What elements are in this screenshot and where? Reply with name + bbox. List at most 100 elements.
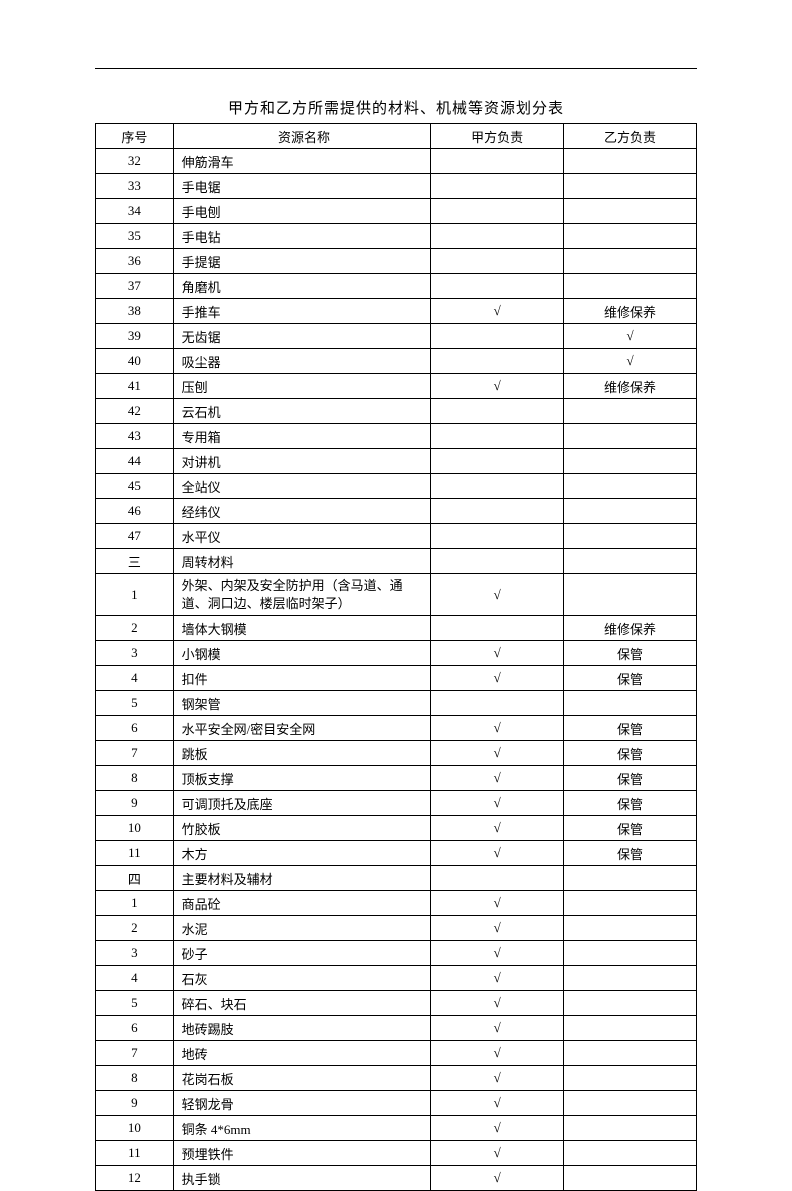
table-row: 32伸筋滑车 (96, 149, 697, 174)
cell-name: 石灰 (173, 966, 431, 991)
cell-seq: 33 (96, 174, 174, 199)
cell-name: 周转材料 (173, 549, 431, 574)
cell-party-a (431, 199, 564, 224)
top-rule (95, 68, 697, 69)
cell-party-a: √ (431, 966, 564, 991)
cell-party-b: 保管 (564, 766, 697, 791)
cell-party-b: 保管 (564, 641, 697, 666)
cell-seq: 44 (96, 449, 174, 474)
cell-seq: 1 (96, 891, 174, 916)
cell-name: 木方 (173, 841, 431, 866)
cell-party-a (431, 524, 564, 549)
cell-party-a (431, 474, 564, 499)
cell-party-a (431, 499, 564, 524)
cell-name: 扣件 (173, 666, 431, 691)
cell-party-b (564, 966, 697, 991)
header-party-b: 乙方负责 (564, 124, 697, 149)
cell-party-b (564, 449, 697, 474)
cell-seq: 5 (96, 691, 174, 716)
cell-party-a (431, 174, 564, 199)
cell-party-a (431, 424, 564, 449)
cell-party-a: √ (431, 1016, 564, 1041)
table-row: 6水平安全网/密目安全网√保管 (96, 716, 697, 741)
table-row: 1商品砼√ (96, 891, 697, 916)
cell-seq: 8 (96, 1066, 174, 1091)
cell-name: 角磨机 (173, 274, 431, 299)
cell-party-a (431, 866, 564, 891)
cell-name: 云石机 (173, 399, 431, 424)
cell-name: 墙体大钢模 (173, 616, 431, 641)
cell-party-a (431, 549, 564, 574)
table-row: 33手电锯 (96, 174, 697, 199)
cell-party-a (431, 274, 564, 299)
cell-name: 地砖 (173, 1041, 431, 1066)
cell-party-b: 保管 (564, 841, 697, 866)
table-row: 7跳板√保管 (96, 741, 697, 766)
cell-party-b (564, 991, 697, 1016)
cell-seq: 7 (96, 741, 174, 766)
cell-party-b (564, 1016, 697, 1041)
cell-seq: 8 (96, 766, 174, 791)
cell-party-a (431, 399, 564, 424)
cell-seq: 2 (96, 916, 174, 941)
cell-party-a: √ (431, 1166, 564, 1191)
cell-party-b (564, 274, 697, 299)
cell-seq: 37 (96, 274, 174, 299)
cell-party-a (431, 349, 564, 374)
cell-party-b (564, 224, 697, 249)
table-row: 6地砖踢肢√ (96, 1016, 697, 1041)
cell-party-b: 维修保养 (564, 374, 697, 399)
table-row: 5钢架管 (96, 691, 697, 716)
table-row: 43专用箱 (96, 424, 697, 449)
cell-party-b: 维修保养 (564, 299, 697, 324)
cell-party-a: √ (431, 916, 564, 941)
cell-party-a: √ (431, 374, 564, 399)
cell-name: 砂子 (173, 941, 431, 966)
cell-party-a: √ (431, 941, 564, 966)
table-row: 38手推车√维修保养 (96, 299, 697, 324)
cell-party-b: 保管 (564, 816, 697, 841)
page-title: 甲方和乙方所需提供的材料、机械等资源划分表 (95, 97, 697, 118)
cell-party-a: √ (431, 299, 564, 324)
cell-name: 手提锯 (173, 249, 431, 274)
table-row: 2墙体大钢模维修保养 (96, 616, 697, 641)
table-row: 7地砖√ (96, 1041, 697, 1066)
cell-name: 竹胶板 (173, 816, 431, 841)
cell-party-b (564, 574, 697, 616)
table-row: 10竹胶板√保管 (96, 816, 697, 841)
cell-party-b (564, 691, 697, 716)
cell-party-b (564, 549, 697, 574)
cell-name: 水平仪 (173, 524, 431, 549)
header-row: 序号 资源名称 甲方负责 乙方负责 (96, 124, 697, 149)
header-seq: 序号 (96, 124, 174, 149)
cell-party-b (564, 149, 697, 174)
table-row: 9可调顶托及底座√保管 (96, 791, 697, 816)
cell-name: 地砖踢肢 (173, 1016, 431, 1041)
cell-name: 对讲机 (173, 449, 431, 474)
cell-party-a (431, 324, 564, 349)
cell-seq: 4 (96, 666, 174, 691)
table-row: 34手电刨 (96, 199, 697, 224)
cell-party-a (431, 149, 564, 174)
cell-party-b (564, 941, 697, 966)
table-row: 5碎石、块石√ (96, 991, 697, 1016)
header-name: 资源名称 (173, 124, 431, 149)
table-row: 35手电钻 (96, 224, 697, 249)
cell-name: 顶板支撑 (173, 766, 431, 791)
table-row: 42云石机 (96, 399, 697, 424)
table-row: 11预埋铁件√ (96, 1141, 697, 1166)
cell-party-a: √ (431, 741, 564, 766)
cell-party-a: √ (431, 791, 564, 816)
cell-seq: 12 (96, 1166, 174, 1191)
cell-name: 手电钻 (173, 224, 431, 249)
cell-party-b (564, 199, 697, 224)
cell-seq: 11 (96, 1141, 174, 1166)
header-party-a: 甲方负责 (431, 124, 564, 149)
cell-name: 无齿锯 (173, 324, 431, 349)
resource-table: 序号 资源名称 甲方负责 乙方负责 32伸筋滑车33手电锯34手电刨35手电钻 3… (95, 123, 697, 1191)
cell-party-b: 维修保养 (564, 616, 697, 641)
cell-party-b (564, 916, 697, 941)
cell-party-b (564, 1091, 697, 1116)
cell-party-b: √ (564, 324, 697, 349)
cell-seq: 4 (96, 966, 174, 991)
